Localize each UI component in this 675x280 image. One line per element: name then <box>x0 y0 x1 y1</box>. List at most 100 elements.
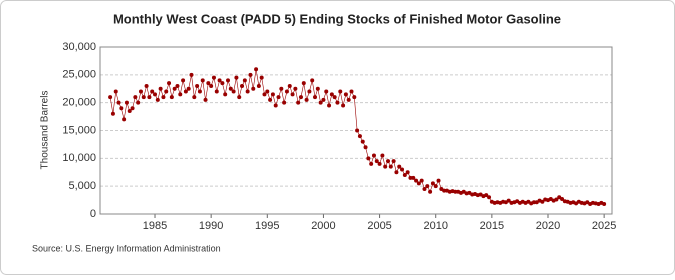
data-point <box>217 78 222 83</box>
data-point <box>189 72 194 77</box>
y-tick-label: 30,000 <box>62 41 96 53</box>
x-tick-label: 1985 <box>143 220 167 232</box>
data-point <box>301 81 306 86</box>
data-point <box>324 89 329 94</box>
chart-title: Monthly West Coast (PADD 5) Ending Stock… <box>113 11 561 26</box>
data-point <box>200 78 205 83</box>
data-point <box>484 193 489 198</box>
data-point <box>357 134 362 139</box>
data-point <box>259 75 264 80</box>
data-point <box>265 89 270 94</box>
data-point <box>293 86 298 91</box>
y-tick-label: 10,000 <box>62 152 96 164</box>
data-point <box>540 199 545 204</box>
data-point <box>178 92 183 97</box>
data-point <box>172 86 177 91</box>
data-point <box>371 153 376 158</box>
data-point <box>386 159 390 164</box>
data-point <box>341 103 346 108</box>
plot-area <box>99 46 613 215</box>
data-point <box>313 95 318 100</box>
data-point <box>304 97 309 102</box>
data-point <box>554 197 559 202</box>
x-tick-label: 2025 <box>592 220 616 232</box>
data-point <box>391 159 396 164</box>
data-point <box>560 196 565 201</box>
data-point <box>602 201 607 206</box>
y-tick-label: 25,000 <box>62 69 96 81</box>
data-point <box>206 81 211 86</box>
data-point <box>397 164 402 169</box>
data-point <box>108 95 113 100</box>
data-point <box>343 92 348 97</box>
data-point <box>318 100 323 105</box>
data-point <box>155 97 160 102</box>
data-point <box>223 92 228 97</box>
data-point <box>270 92 275 97</box>
data-point <box>453 189 458 194</box>
data-point <box>363 145 368 150</box>
data-point <box>506 198 511 203</box>
data-point <box>256 83 261 88</box>
data-point <box>242 78 247 83</box>
data-point <box>195 83 200 88</box>
data-point <box>226 78 230 83</box>
data-point <box>442 188 447 193</box>
data-point <box>360 139 365 144</box>
data-point <box>234 75 239 80</box>
y-axis-title: Thousand Barrels <box>40 91 51 170</box>
data-point <box>430 181 435 186</box>
data-point <box>383 164 388 169</box>
data-point <box>220 81 225 86</box>
data-point <box>138 89 143 94</box>
data-point <box>251 86 256 91</box>
data-point <box>167 81 172 86</box>
data-point <box>240 83 245 88</box>
data-point <box>487 195 492 200</box>
data-point <box>150 89 155 94</box>
data-point <box>248 72 253 77</box>
data-point <box>203 97 208 102</box>
data-point <box>183 89 188 94</box>
data-point <box>315 86 320 91</box>
data-point <box>276 95 281 100</box>
x-tick-label: 2000 <box>311 220 335 232</box>
data-point <box>181 78 186 83</box>
data-point <box>436 178 441 183</box>
data-point <box>169 95 174 100</box>
data-point <box>287 83 292 88</box>
x-tick-label: 2005 <box>367 220 391 232</box>
data-point <box>310 78 315 83</box>
data-point <box>321 97 326 102</box>
data-point <box>268 97 273 102</box>
data-point <box>113 89 118 94</box>
data-point <box>119 106 124 111</box>
y-tick-label: 15,000 <box>62 124 96 136</box>
data-point <box>147 95 152 100</box>
data-point <box>211 75 216 80</box>
data-point <box>153 92 158 97</box>
data-point <box>428 189 433 194</box>
data-point <box>369 161 374 166</box>
data-point <box>346 97 351 102</box>
data-point <box>419 178 424 183</box>
data-point <box>298 95 303 100</box>
y-tick-label: 20,000 <box>62 97 96 109</box>
data-point <box>296 100 301 105</box>
data-point <box>136 100 141 105</box>
data-point <box>245 89 250 94</box>
data-point <box>130 106 135 111</box>
data-point <box>329 92 334 97</box>
data-point <box>355 128 360 133</box>
data-point <box>133 95 138 100</box>
data-point <box>192 95 197 100</box>
data-point <box>284 89 289 94</box>
data-point <box>279 86 284 91</box>
x-tick-label: 1990 <box>199 220 223 232</box>
data-point <box>186 86 191 91</box>
data-point <box>408 175 413 180</box>
data-point <box>122 117 127 122</box>
data-point <box>161 95 166 100</box>
y-tick-label: 5,000 <box>68 180 96 192</box>
